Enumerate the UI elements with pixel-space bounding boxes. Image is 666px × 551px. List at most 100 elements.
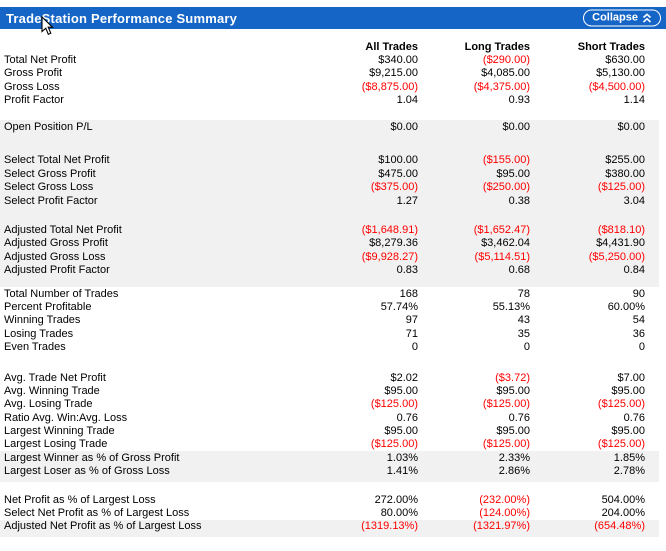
metric-label: Select Net Profit as % of Largest Loss	[4, 507, 190, 520]
row-group-shaded: Open Position P/L $0.00 $0.00 $0.00 Sele…	[0, 120, 659, 287]
row-group: Adjusted Total Net Profit ($1,648.91) ($…	[0, 223, 659, 277]
table-row: Largest Winning Trade $95.00 $95.00 $95.…	[0, 424, 666, 437]
metric-value: 0.76	[508, 411, 530, 424]
table-row: Adjusted Net Profit as % of Largest Loss…	[0, 520, 659, 533]
metric-value: $5,130.00	[596, 67, 645, 80]
metric-value: ($125.00)	[597, 181, 645, 194]
metric-value: 1.41%	[386, 465, 418, 478]
metric-value: 35	[517, 327, 530, 340]
table-row: Adjusted Profit Factor 0.83 0.68 0.84	[0, 263, 659, 276]
page-title: TradeStation Performance Summary	[6, 10, 238, 26]
metric-value: ($5,250.00)	[588, 250, 645, 263]
metric-value: 0.84	[623, 264, 645, 277]
metric-value: ($125.00)	[597, 438, 645, 451]
row-group: Total Number of Trades 168 78 90 Percent…	[0, 287, 666, 354]
metric-value: ($8,875.00)	[361, 80, 418, 93]
metric-value: $7.00	[617, 371, 645, 384]
table-row: Profit Factor 1.04 0.93 1.14	[0, 94, 666, 107]
column-header-long-trades: Long Trades	[464, 40, 530, 53]
metric-value: $380.00	[605, 167, 645, 180]
table-row: Adjusted Gross Profit $8,279.36 $3,462.0…	[0, 237, 659, 250]
metric-value: $95.00	[384, 425, 418, 438]
metric-value: 2.78%	[613, 465, 645, 478]
metric-value: 57.74%	[380, 300, 418, 313]
table-row: Percent Profitable 57.74% 55.13% 60.00%	[0, 300, 666, 313]
table-row: Even Trades 0 0 0	[0, 340, 666, 353]
row-group: Avg. Trade Net Profit $2.02 ($3.72) $7.0…	[0, 371, 666, 451]
metric-value: 2.86%	[498, 465, 530, 478]
metric-value: ($5,114.51)	[474, 250, 530, 263]
metric-value: 78	[517, 287, 530, 300]
metric-label: Largest Losing Trade	[4, 438, 108, 451]
metric-label: Avg. Losing Trade	[4, 398, 93, 411]
metric-value: $95.00	[611, 384, 645, 397]
metric-value: $4,085.00	[481, 67, 530, 80]
metric-value: $340.00	[378, 54, 418, 67]
metric-value: 36	[632, 327, 645, 340]
double-chevron-up-icon	[642, 12, 652, 23]
metric-value: $95.00	[611, 425, 645, 438]
table-row: Winning Trades 97 43 54	[0, 314, 666, 327]
metric-value: $95.00	[496, 384, 530, 397]
metric-value: 0.83	[396, 264, 418, 277]
table-row: Select Gross Profit $475.00 $95.00 $380.…	[0, 167, 659, 180]
table-row: Gross Loss ($8,875.00) ($4,375.00) ($4,5…	[0, 80, 666, 93]
row-group: Net Profit as % of Largest Loss 272.00% …	[0, 493, 666, 520]
table-row: Adjusted Total Net Profit ($1,648.91) ($…	[0, 223, 659, 236]
metric-value: $0.00	[617, 121, 645, 134]
metric-value: 0	[638, 341, 645, 354]
table-row: Adjusted Gross Loss ($9,928.27) ($5,114.…	[0, 250, 659, 263]
table-row: Losing Trades 71 35 36	[0, 327, 666, 340]
metric-value: $3,462.04	[481, 237, 530, 250]
metric-label: Total Number of Trades	[4, 287, 119, 300]
metric-label: Winning Trades	[4, 314, 81, 327]
metric-value: 504.00%	[601, 493, 645, 506]
metric-value: ($250.00)	[482, 181, 530, 194]
metric-label: Even Trades	[4, 341, 66, 354]
metric-value: ($155.00)	[482, 154, 530, 167]
row-group-shaded: Adjusted Net Profit as % of Largest Loss…	[0, 519, 659, 538]
metric-value: 0.93	[508, 94, 530, 107]
metric-label: Avg. Trade Net Profit	[4, 371, 106, 384]
metric-label: Avg. Winning Trade	[4, 384, 100, 397]
table-row: Gross Profit $9,215.00 $4,085.00 $5,130.…	[0, 67, 666, 80]
row-group-shaded: Largest Winner as % of Gross Profit 1.03…	[0, 451, 659, 482]
metric-value: $9,215.00	[369, 67, 418, 80]
metric-label: Select Gross Profit	[4, 167, 96, 180]
row-group: Open Position P/L $0.00 $0.00 $0.00	[0, 120, 659, 133]
table-row: Select Gross Loss ($375.00) ($250.00) ($…	[0, 181, 659, 194]
table-row: Open Position P/L $0.00 $0.00 $0.00	[0, 120, 659, 133]
metric-value: 97	[405, 314, 418, 327]
metric-value: 0	[411, 341, 418, 354]
metric-value: $4,431.90	[596, 237, 645, 250]
metric-value: 2.33%	[498, 451, 530, 464]
performance-table: Total Net Profit $340.00 ($290.00) $630.…	[0, 53, 666, 538]
table-row: Total Number of Trades 168 78 90	[0, 287, 666, 300]
metric-value: 168	[399, 287, 418, 300]
table-row: Select Profit Factor 1.27 0.38 3.04	[0, 194, 659, 207]
collapse-button[interactable]: Collapse	[583, 9, 661, 27]
metric-value: ($3.72)	[495, 371, 530, 384]
metric-value: $630.00	[605, 54, 645, 67]
metric-value: 60.00%	[607, 300, 645, 313]
metric-value: 272.00%	[374, 493, 418, 506]
metric-value: ($375.00)	[370, 181, 418, 194]
column-header-short-trades: Short Trades	[577, 40, 645, 53]
metric-label: Select Profit Factor	[4, 194, 98, 207]
metric-label: Adjusted Gross Loss	[4, 250, 106, 263]
metric-label: Adjusted Profit Factor	[4, 264, 110, 277]
row-group: Select Total Net Profit $100.00 ($155.00…	[0, 154, 659, 208]
metric-value: ($9,928.27)	[361, 250, 418, 263]
metric-label: Adjusted Net Profit as % of Largest Loss	[4, 520, 202, 533]
metric-label: Largest Winning Trade	[4, 425, 115, 438]
metric-value: ($4,500.00)	[588, 80, 645, 93]
metric-label: Profit Factor	[4, 94, 64, 107]
table-row: Largest Winner as % of Gross Profit 1.03…	[0, 451, 659, 464]
metric-value: $8,279.36	[369, 237, 418, 250]
metric-value: ($4,375.00)	[473, 80, 530, 93]
metric-value: 0.68	[508, 264, 530, 277]
metric-value: 3.04	[623, 194, 645, 207]
metric-value: 1.03%	[386, 451, 418, 464]
metric-value: (654.48%)	[594, 520, 645, 533]
metric-label: Gross Loss	[4, 80, 60, 93]
